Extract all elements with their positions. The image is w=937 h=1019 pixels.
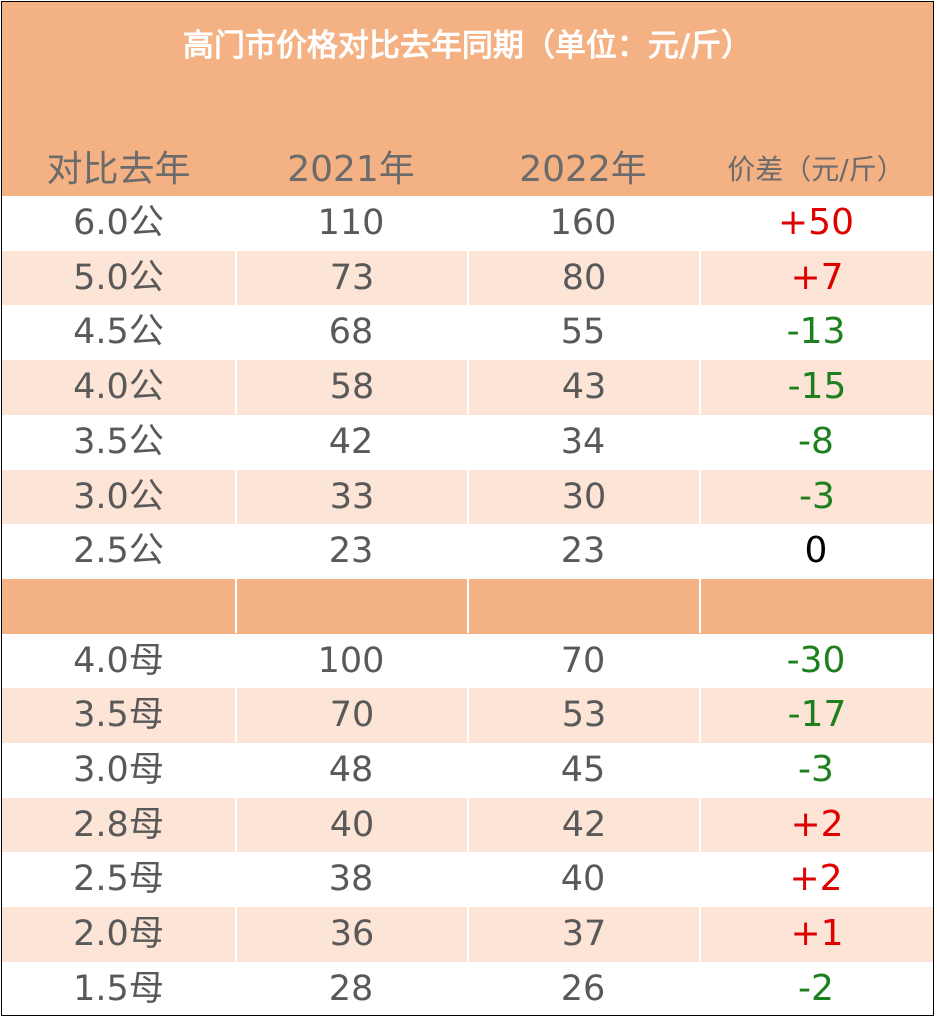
price-2021-cell — [235, 578, 467, 633]
spec-cell: 2.0母 — [73, 914, 164, 955]
price-diff-cell: -13 — [786, 311, 846, 353]
price-2022-cell: 45 — [560, 750, 606, 790]
price-2021-cell: 33 — [235, 469, 467, 524]
price-diff-cell: -3 — [699, 469, 933, 524]
header-2021: 2021年 — [287, 149, 415, 190]
table-row: 4.0公 58 43 -15 — [2, 360, 933, 416]
spec-cell: 4.0母 — [73, 640, 164, 681]
price-2022-cell: 43 — [467, 360, 699, 415]
table-row: 3.5公 42 34 -8 — [2, 414, 933, 470]
price-diff-cell — [699, 578, 933, 633]
header-diff: 价差（元/斤） — [727, 153, 905, 186]
price-2022-cell: 34 — [560, 421, 606, 462]
table-row: 6.0公 110 160 +50 — [2, 196, 933, 251]
price-2022-cell — [467, 578, 699, 633]
price-2021-cell: 36 — [235, 907, 467, 962]
price-2022-cell: 160 — [549, 203, 617, 243]
spec-cell: 2.5母 — [73, 859, 164, 900]
price-2021-cell: 68 — [328, 312, 374, 353]
price-2022-cell: 26 — [560, 968, 606, 1009]
price-2021-cell: 70 — [235, 688, 467, 743]
price-2021-cell: 28 — [328, 968, 374, 1009]
price-diff-cell: +7 — [699, 250, 933, 305]
spec-cell: 5.0公 — [73, 257, 164, 298]
spec-cell: 2.8母 — [73, 804, 164, 845]
spec-cell: 3.0母 — [73, 750, 164, 790]
table-row: 2.8母 40 42 +2 — [2, 797, 933, 853]
price-2021-cell: 23 — [328, 531, 374, 572]
spec-cell: 3.0公 — [73, 476, 164, 517]
spec-cell — [2, 579, 235, 633]
separator-row — [2, 578, 933, 634]
price-2022-cell: 80 — [467, 250, 699, 305]
price-2021-cell: 58 — [235, 360, 467, 415]
price-2021-cell: 48 — [328, 750, 374, 790]
table-row: 3.0母 48 45 -3 — [2, 743, 933, 798]
price-2021-cell: 110 — [317, 203, 385, 243]
table-row: 3.0公 33 30 -3 — [2, 469, 933, 525]
header-compare: 对比去年 — [46, 149, 191, 190]
table-row: 2.5公 23 23 0 — [2, 524, 933, 580]
table-title: 高门市价格对比去年同期（单位：元/斤） — [182, 28, 753, 64]
price-2022-cell: 55 — [560, 312, 606, 353]
price-2021-cell: 73 — [235, 250, 467, 305]
price-diff-cell: +1 — [699, 907, 933, 962]
price-diff-cell: -2 — [798, 967, 834, 1009]
spec-cell: 4.5公 — [73, 312, 164, 353]
price-diff-cell: +2 — [789, 858, 843, 900]
price-2022-cell: 23 — [560, 531, 606, 572]
price-2021-cell: 42 — [328, 421, 374, 462]
table-row: 4.0母 100 70 -30 — [2, 633, 933, 689]
table-row: 2.0母 36 37 +1 — [2, 907, 933, 963]
table-row: 2.5母 38 40 +2 — [2, 852, 933, 908]
spec-cell: 3.5母 — [73, 695, 164, 736]
price-diff-cell: -30 — [786, 639, 846, 681]
price-2021-cell: 38 — [328, 859, 374, 900]
price-2022-cell: 42 — [467, 797, 699, 852]
price-diff-cell: 0 — [804, 530, 828, 572]
price-2022-cell: 70 — [560, 640, 606, 681]
price-2022-cell: 30 — [467, 469, 699, 524]
spec-cell: 2.5公 — [73, 531, 164, 572]
spec-cell: 1.5母 — [73, 968, 164, 1009]
price-diff-cell: -8 — [798, 420, 834, 462]
table-row: 1.5母 28 26 -2 — [2, 961, 933, 1015]
price-diff-cell: +2 — [699, 797, 933, 852]
price-diff-cell: -3 — [798, 749, 834, 790]
price-2021-cell: 100 — [317, 640, 385, 681]
header-2022: 2022年 — [519, 149, 647, 190]
price-diff-cell: -17 — [699, 688, 933, 743]
table-header: 高门市价格对比去年同期（单位：元/斤） 对比去年 2021年 2022年 价差（… — [2, 2, 933, 196]
spec-cell: 3.5公 — [73, 421, 164, 462]
table-row: 5.0公 73 80 +7 — [2, 250, 933, 306]
price-diff-cell: +50 — [778, 202, 854, 243]
price-2022-cell: 40 — [560, 859, 606, 900]
price-2022-cell: 53 — [467, 688, 699, 743]
table-row: 4.5公 68 55 -13 — [2, 305, 933, 361]
price-diff-cell: -15 — [699, 360, 933, 415]
price-2021-cell: 40 — [235, 797, 467, 852]
table-row: 3.5母 70 53 -17 — [2, 688, 933, 744]
price-2022-cell: 37 — [467, 907, 699, 962]
spec-cell: 6.0公 — [73, 203, 164, 243]
spec-cell: 4.0公 — [73, 367, 164, 408]
